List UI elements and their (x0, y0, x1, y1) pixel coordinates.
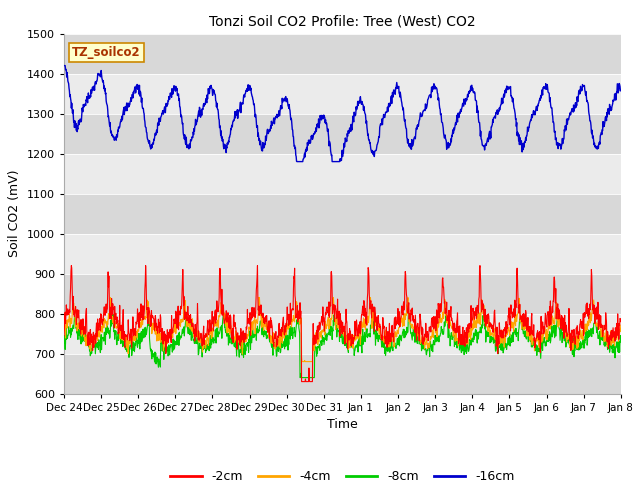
X-axis label: Time: Time (327, 418, 358, 431)
Bar (64, 73, 621, 114)
Bar (64, 234, 621, 274)
Bar (64, 274, 621, 313)
Y-axis label: Soil CO2 (mV): Soil CO2 (mV) (8, 170, 21, 257)
Bar (64, 154, 621, 193)
Bar (64, 313, 621, 354)
Bar (64, 114, 621, 154)
Bar (64, 34, 621, 73)
Title: Tonzi Soil CO2 Profile: Tree (West) CO2: Tonzi Soil CO2 Profile: Tree (West) CO2 (209, 14, 476, 28)
Text: TZ_soilco2: TZ_soilco2 (72, 46, 141, 59)
Bar (64, 193, 621, 234)
Bar (64, 354, 621, 394)
Legend: -2cm, -4cm, -8cm, -16cm: -2cm, -4cm, -8cm, -16cm (165, 465, 520, 480)
